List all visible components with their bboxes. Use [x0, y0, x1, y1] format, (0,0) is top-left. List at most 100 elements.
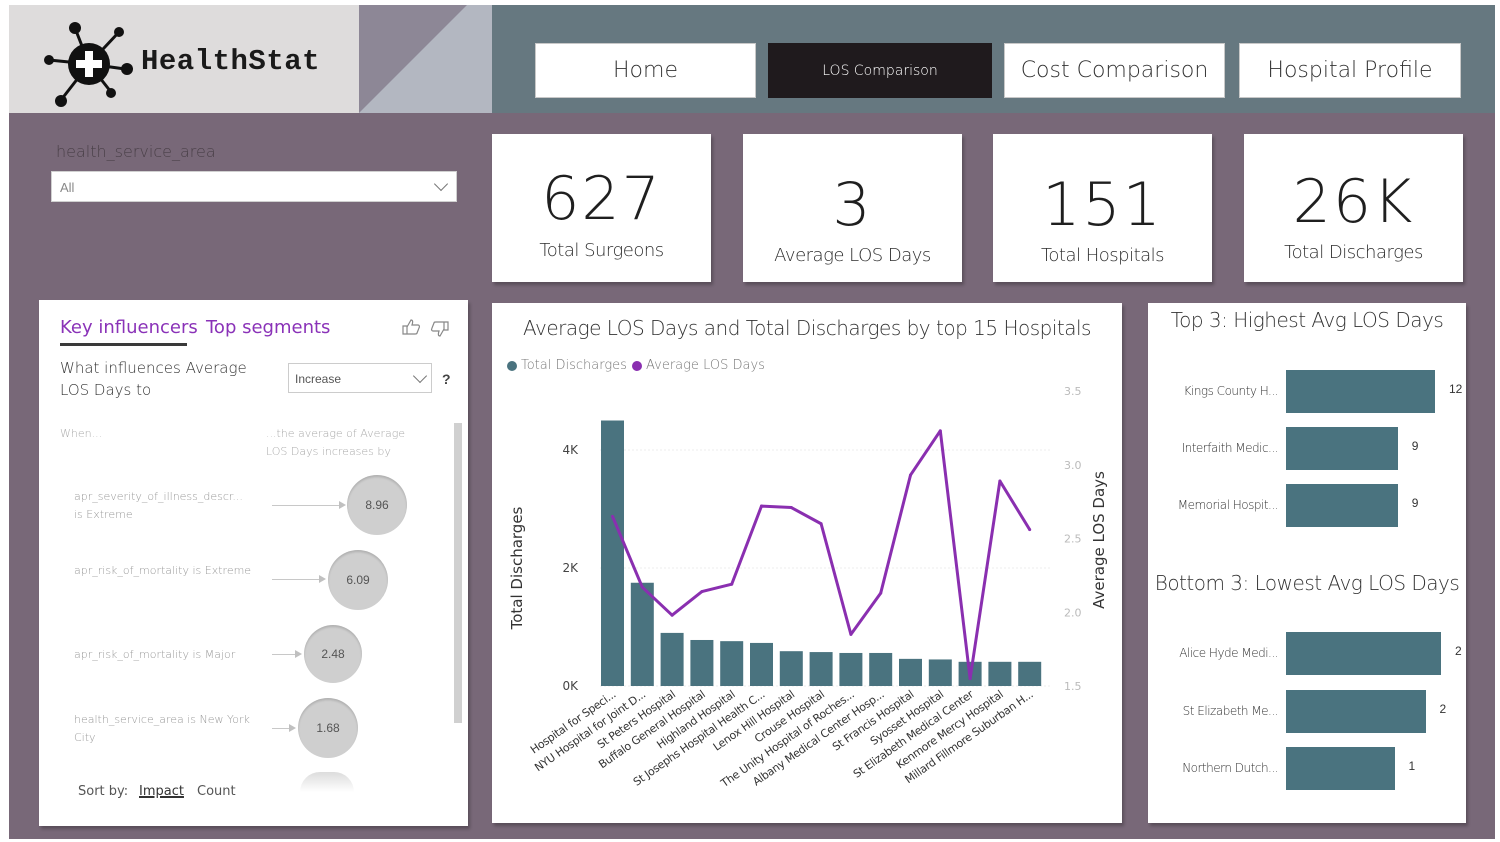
- line-point: [1028, 528, 1032, 532]
- bar[interactable]: [1286, 632, 1441, 675]
- column-header-when: When...: [60, 427, 103, 440]
- y-tick-label: 2K: [562, 561, 579, 575]
- line-point: [789, 506, 793, 510]
- sort-by-label: Sort by:: [78, 784, 129, 799]
- bar-category-label: Interfaith Medic...: [1181, 441, 1279, 455]
- top3-title: Top 3: Highest Avg LOS Days: [1170, 308, 1444, 332]
- bar[interactable]: [1286, 747, 1395, 790]
- kpi-label: Total Discharges: [1284, 242, 1423, 263]
- bar: [750, 642, 773, 686]
- line-point: [640, 585, 644, 589]
- bar-category-label: Memorial Hospit...: [1177, 498, 1279, 512]
- tab-top-segments[interactable]: Top segments: [206, 317, 331, 338]
- bar-value-label: 9: [1411, 439, 1419, 453]
- influencer-bubble[interactable]: 1.68: [298, 698, 358, 758]
- arrow-right-icon: [272, 575, 326, 583]
- line-point: [700, 590, 704, 594]
- line-point: [968, 677, 972, 681]
- line-point: [879, 591, 883, 595]
- influencer-bubble[interactable]: 6.09: [328, 550, 388, 610]
- legend-item-total-discharges[interactable]: Total Discharges: [507, 358, 627, 373]
- y-axis-title: Total Discharges: [508, 506, 526, 630]
- line-point: [611, 514, 614, 518]
- column-header-effect: ...the average of Average LOS Days incre…: [266, 427, 406, 458]
- bar: [1018, 661, 1042, 686]
- app-brand: HealthStat: [141, 45, 321, 78]
- influencer-factor-label: apr_risk_of_mortality is Major: [74, 648, 236, 661]
- arrow-right-icon: [272, 724, 296, 732]
- legend-dot-icon: [632, 360, 642, 371]
- influencer-bubble[interactable]: 8.96: [347, 475, 407, 535]
- bar-value-label: 2: [1439, 702, 1447, 716]
- influencer-bubble[interactable]: 2.48: [304, 625, 362, 683]
- y2-tick-label: 3.0: [1064, 459, 1082, 472]
- bar-category-label: Alice Hyde Medi...: [1179, 646, 1278, 660]
- bar-category-label: St Elizabeth Me...: [1182, 704, 1279, 718]
- direction-value: Increase: [295, 372, 342, 386]
- bar: [928, 659, 952, 686]
- nav-home-button[interactable]: Home: [535, 43, 756, 98]
- scrollbar[interactable]: [454, 423, 462, 723]
- influencer-question: What influences Average LOS Days to: [60, 359, 247, 399]
- kpi-label: Average LOS Days: [774, 245, 931, 266]
- bottom3-title: Bottom 3: Lowest Avg LOS Days: [1154, 571, 1460, 595]
- sort-impact-link[interactable]: Impact: [139, 784, 184, 799]
- line-point: [730, 582, 734, 586]
- sort-count-link[interactable]: Count: [197, 784, 236, 799]
- thumbs-down-icon[interactable]: [430, 320, 450, 338]
- bar[interactable]: [1286, 690, 1426, 733]
- active-tab-indicator: [60, 343, 187, 346]
- bar[interactable]: [1286, 484, 1398, 527]
- legend-label: Total Discharges: [521, 358, 627, 373]
- kpi-value: 627: [541, 164, 662, 234]
- combo-chart: 0K 2K 4K 1.5 2.0 2.5 3.0 3.5 Total Discharges Ave…: [508, 385, 1108, 790]
- bar[interactable]: [1286, 370, 1435, 413]
- tab-key-influencers[interactable]: Key influencers: [60, 317, 198, 338]
- health-service-area-dropdown[interactable]: All: [51, 171, 457, 202]
- arrow-right-icon: [272, 501, 346, 509]
- bar-category-label: Northern Dutch...: [1182, 761, 1278, 775]
- chevron-down-icon: [433, 176, 449, 192]
- influencer-factor-label: health_service_area is New York City: [74, 713, 250, 744]
- nav-cost-comparison-button[interactable]: Cost Comparison: [1004, 43, 1225, 98]
- y2-tick-label: 3.5: [1064, 385, 1082, 398]
- slicer-value: All: [60, 180, 75, 195]
- kpi-card-total-discharges: 26K Total Discharges: [1244, 134, 1463, 282]
- header-decoration: [359, 5, 492, 113]
- line-point: [670, 613, 674, 617]
- legend-label: Average LOS Days: [646, 358, 765, 373]
- chart-title: Average LOS Days and Total Discharges by…: [523, 316, 1091, 340]
- bar-value-label: 9: [1411, 496, 1419, 510]
- bar: [869, 652, 893, 686]
- bar-value-label: 2: [1455, 644, 1462, 658]
- bar: [899, 658, 922, 686]
- influencer-factor-label: apr_severity_of_illness_descr... is Extr…: [74, 490, 243, 521]
- legend-item-average-los[interactable]: Average LOS Days: [632, 358, 765, 373]
- legend-dot-icon: [507, 360, 517, 371]
- nav-los-comparison-button[interactable]: LOS Comparison: [768, 43, 992, 98]
- direction-dropdown[interactable]: Increase: [288, 363, 432, 393]
- y2-tick-label: 2.5: [1064, 533, 1082, 546]
- bar: [690, 639, 714, 686]
- line-point: [760, 504, 763, 508]
- thumbs-up-icon[interactable]: [401, 318, 421, 336]
- line-point: [909, 473, 912, 477]
- slicer-label: health_service_area: [56, 142, 216, 161]
- healthstat-logo-icon: [44, 22, 133, 107]
- line-point: [938, 429, 942, 433]
- help-icon[interactable]: ?: [442, 371, 451, 387]
- bar: [809, 652, 833, 686]
- kpi-card-average-los: 3 Average LOS Days: [743, 134, 962, 282]
- page-navigation: Home LOS Comparison Cost Comparison Hosp…: [492, 5, 1495, 113]
- bar: [720, 641, 744, 686]
- bar[interactable]: [1286, 427, 1398, 470]
- bar: [779, 651, 803, 686]
- bar: [839, 652, 863, 686]
- y2-tick-label: 1.5: [1064, 680, 1082, 693]
- bar: [988, 661, 1012, 686]
- logo-banner: HealthStat: [9, 5, 359, 113]
- bar: [660, 632, 684, 686]
- combo-chart-panel: [492, 303, 1122, 823]
- diagonal-decoration: [359, 5, 492, 113]
- nav-hospital-profile-button[interactable]: Hospital Profile: [1239, 43, 1461, 98]
